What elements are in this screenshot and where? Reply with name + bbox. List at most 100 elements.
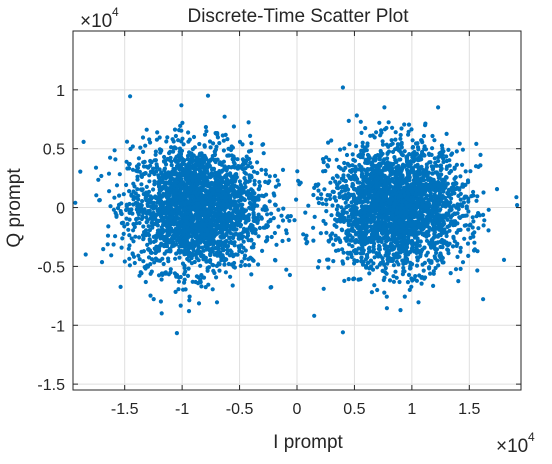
scatter-point — [108, 155, 113, 160]
scatter-point — [183, 211, 188, 216]
scatter-point — [124, 182, 129, 188]
scatter-point — [265, 212, 270, 217]
scatter-point — [169, 226, 174, 231]
scatter-point — [475, 194, 480, 199]
scatter-point — [256, 187, 261, 192]
scatter-point — [211, 205, 216, 211]
scatter-point — [424, 193, 429, 198]
scatter-point — [221, 224, 226, 229]
scatter-point — [81, 139, 86, 144]
scatter-point — [297, 182, 302, 187]
scatter-point — [255, 160, 260, 165]
scatter-point — [368, 258, 374, 263]
scatter-point — [417, 215, 422, 220]
scatter-point — [149, 257, 155, 262]
scatter-point — [397, 228, 402, 233]
scatter-point — [446, 187, 451, 192]
scatter-point — [115, 206, 121, 211]
scatter-point — [366, 153, 371, 158]
scatter-point — [351, 276, 356, 281]
scatter-point — [136, 162, 141, 167]
scatter-point — [346, 277, 351, 282]
scatter-point — [194, 251, 199, 256]
scatter-point — [410, 262, 415, 267]
scatter-point — [446, 248, 451, 253]
scatter-point — [367, 271, 372, 276]
scatter-point — [267, 174, 272, 179]
scatter-point — [359, 247, 364, 252]
scatter-point — [83, 252, 88, 257]
scatter-point — [186, 130, 191, 135]
scatter-point — [126, 246, 131, 251]
scatter-point — [111, 242, 116, 247]
scatter-point — [189, 151, 194, 156]
scatter-point — [264, 192, 269, 197]
scatter-point — [199, 211, 204, 216]
scatter-point — [261, 151, 266, 156]
scatter-point — [316, 200, 321, 206]
scatter-point — [416, 188, 421, 193]
scatter-point — [461, 200, 466, 205]
scatter-point — [127, 166, 132, 171]
scatter-point — [190, 178, 195, 183]
scatter-point — [178, 303, 183, 308]
scatter-point — [241, 210, 246, 215]
scatter-point — [205, 215, 210, 221]
scatter-point — [182, 202, 187, 207]
scatter-point — [147, 137, 152, 142]
scatter-point — [416, 255, 421, 260]
scatter-point — [166, 200, 171, 205]
scatter-point — [447, 208, 452, 213]
scatter-point — [251, 214, 257, 219]
scatter-point — [414, 213, 419, 218]
scatter-point — [406, 132, 411, 137]
scatter-point — [78, 169, 83, 174]
scatter-point — [433, 201, 438, 206]
scatter-point — [372, 283, 377, 288]
scatter-point — [450, 244, 456, 249]
scatter-point — [230, 283, 235, 288]
scatter-point — [234, 172, 239, 177]
scatter-point — [109, 253, 114, 258]
scatter-point — [198, 263, 203, 268]
scatter-point — [266, 219, 271, 224]
scatter-point — [332, 195, 337, 200]
scatter-point — [105, 242, 110, 247]
scatter-point — [211, 141, 216, 146]
scatter-point — [252, 182, 257, 187]
scatter-point — [249, 245, 254, 250]
scatter-point — [196, 205, 201, 211]
scatter-point — [151, 200, 157, 205]
scatter-point — [394, 275, 399, 280]
scatter-point — [158, 188, 163, 193]
scatter-point — [348, 228, 353, 233]
scatter-point — [406, 234, 411, 239]
scatter-point — [333, 198, 339, 203]
scatter-point — [334, 224, 339, 229]
scatter-point — [224, 180, 229, 185]
scatter-point — [173, 133, 178, 139]
scatter-point — [259, 193, 264, 198]
scatter-point — [255, 220, 260, 225]
scatter-point — [445, 181, 450, 186]
scatter-point — [251, 169, 257, 174]
scatter-point — [228, 274, 233, 279]
scatter-point — [433, 206, 438, 211]
scatter-point — [447, 241, 452, 246]
scatter-point — [434, 250, 439, 255]
scatter-point — [117, 172, 122, 177]
scatter-point — [342, 160, 347, 166]
scatter-point — [140, 135, 146, 140]
scatter-point — [326, 140, 331, 145]
scatter-point — [156, 258, 161, 263]
scatter-point — [144, 127, 149, 132]
scatter-point — [208, 173, 213, 178]
scatter-point — [263, 168, 268, 173]
scatter-point — [187, 137, 192, 142]
scatter-point — [382, 127, 387, 132]
scatter-point — [344, 205, 349, 210]
scatter-point — [274, 242, 279, 247]
scatter-point — [205, 190, 210, 195]
scatter-point — [265, 223, 270, 229]
scatter-point — [191, 163, 196, 168]
